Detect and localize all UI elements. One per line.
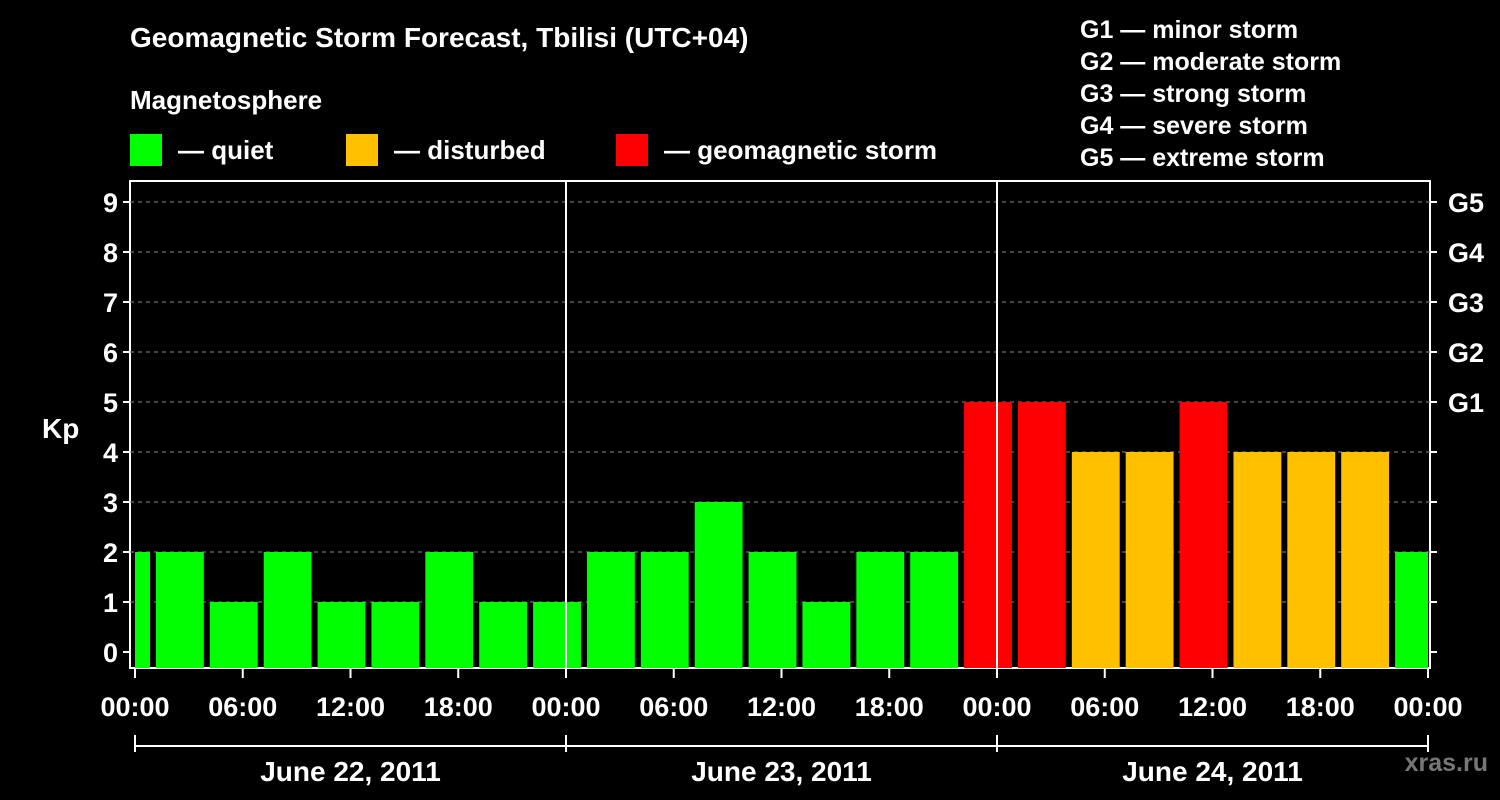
x-tick-label: 00:00 bbox=[531, 692, 600, 722]
y-tick-label: 5 bbox=[103, 388, 118, 418]
y-tick-label: 4 bbox=[103, 438, 118, 468]
g-scale-item: G1 — minor storm bbox=[1080, 16, 1299, 44]
kp-bar bbox=[1395, 552, 1428, 668]
kp-bar bbox=[1017, 402, 1066, 668]
kp-bar bbox=[533, 602, 581, 668]
x-tick-label: 00:00 bbox=[962, 692, 1031, 722]
day-label: June 24, 2011 bbox=[1122, 756, 1303, 787]
kp-bar bbox=[135, 552, 150, 668]
x-tick-label: 18:00 bbox=[424, 692, 493, 722]
g-level-label: G1 bbox=[1448, 388, 1484, 418]
day-label: June 23, 2011 bbox=[691, 756, 872, 787]
legend-label-quiet: — quiet bbox=[178, 134, 274, 165]
kp-bar bbox=[694, 502, 743, 668]
kp-bar bbox=[964, 402, 1012, 668]
kp-bar bbox=[317, 602, 366, 668]
legend-item-quiet: — quiet bbox=[130, 133, 273, 167]
kp-bar bbox=[1233, 452, 1282, 668]
legend-item-disturbed: — disturbed bbox=[346, 133, 546, 167]
kp-bar bbox=[910, 552, 959, 668]
kp-bar bbox=[479, 602, 528, 668]
chart-title: Geomagnetic Storm Forecast, Tbilisi (UTC… bbox=[130, 22, 749, 53]
kp-bar bbox=[263, 552, 312, 668]
magnetosphere-label: Magnetosphere bbox=[130, 85, 323, 115]
kp-bar bbox=[856, 552, 905, 668]
g-scale-item: G2 — moderate storm bbox=[1080, 48, 1342, 76]
kp-bar bbox=[1341, 452, 1390, 668]
watermark: xras.ru bbox=[1404, 749, 1488, 777]
legend-item-storm: — geomagnetic storm bbox=[616, 133, 937, 167]
x-tick-label: 06:00 bbox=[639, 692, 708, 722]
x-tick-label: 00:00 bbox=[1393, 692, 1462, 722]
kp-bar bbox=[586, 552, 635, 668]
kp-bar bbox=[371, 602, 420, 668]
legend-label-disturbed: — disturbed bbox=[394, 134, 546, 165]
y-tick-label: 7 bbox=[103, 288, 118, 318]
g-scale-list: G1 — minor storm G2 — moderate storm G3 … bbox=[1080, 14, 1341, 174]
kp-bar bbox=[1287, 452, 1336, 668]
y-tick-label: 9 bbox=[103, 188, 118, 218]
kp-bar bbox=[209, 602, 258, 668]
kp-bar bbox=[802, 602, 851, 668]
kp-bar bbox=[1071, 452, 1120, 668]
y-tick-label: 2 bbox=[103, 538, 118, 568]
y-tick-label: 8 bbox=[103, 238, 118, 268]
x-tick-label: 12:00 bbox=[1178, 692, 1247, 722]
g-level-label: G4 bbox=[1448, 238, 1484, 268]
legend-swatch-storm bbox=[616, 134, 648, 166]
y-tick-label: 6 bbox=[103, 338, 118, 368]
legend-swatch-quiet bbox=[130, 134, 162, 166]
kp-bar bbox=[1125, 452, 1174, 668]
x-tick-label: 00:00 bbox=[100, 692, 169, 722]
x-tick-label: 12:00 bbox=[316, 692, 385, 722]
g-level-label: G3 bbox=[1448, 288, 1484, 318]
legend-label-storm: — geomagnetic storm bbox=[664, 134, 938, 165]
kp-bar bbox=[748, 552, 797, 668]
g-level-label: G5 bbox=[1448, 188, 1484, 218]
g-scale-item: G4 — severe storm bbox=[1080, 112, 1308, 140]
y-tick-label: 1 bbox=[103, 588, 118, 618]
legend-swatch-disturbed bbox=[346, 134, 378, 166]
x-tick-label: 18:00 bbox=[1286, 692, 1355, 722]
kp-bar bbox=[1179, 402, 1228, 668]
kp-bar bbox=[640, 552, 689, 668]
g-level-label: G2 bbox=[1448, 338, 1484, 368]
day-label: June 22, 2011 bbox=[260, 756, 441, 787]
kp-bar bbox=[425, 552, 474, 668]
y-tick-label: 3 bbox=[103, 488, 118, 518]
y-axis-label: Kp bbox=[42, 413, 79, 444]
x-tick-label: 18:00 bbox=[855, 692, 924, 722]
x-tick-label: 06:00 bbox=[1070, 692, 1139, 722]
x-tick-label: 12:00 bbox=[747, 692, 816, 722]
y-tick-label: 0 bbox=[103, 638, 118, 668]
g-scale-item: G3 — strong storm bbox=[1080, 80, 1307, 108]
x-tick-label: 06:00 bbox=[208, 692, 277, 722]
kp-bar bbox=[155, 552, 204, 668]
g-scale-item: G5 — extreme storm bbox=[1080, 144, 1325, 172]
